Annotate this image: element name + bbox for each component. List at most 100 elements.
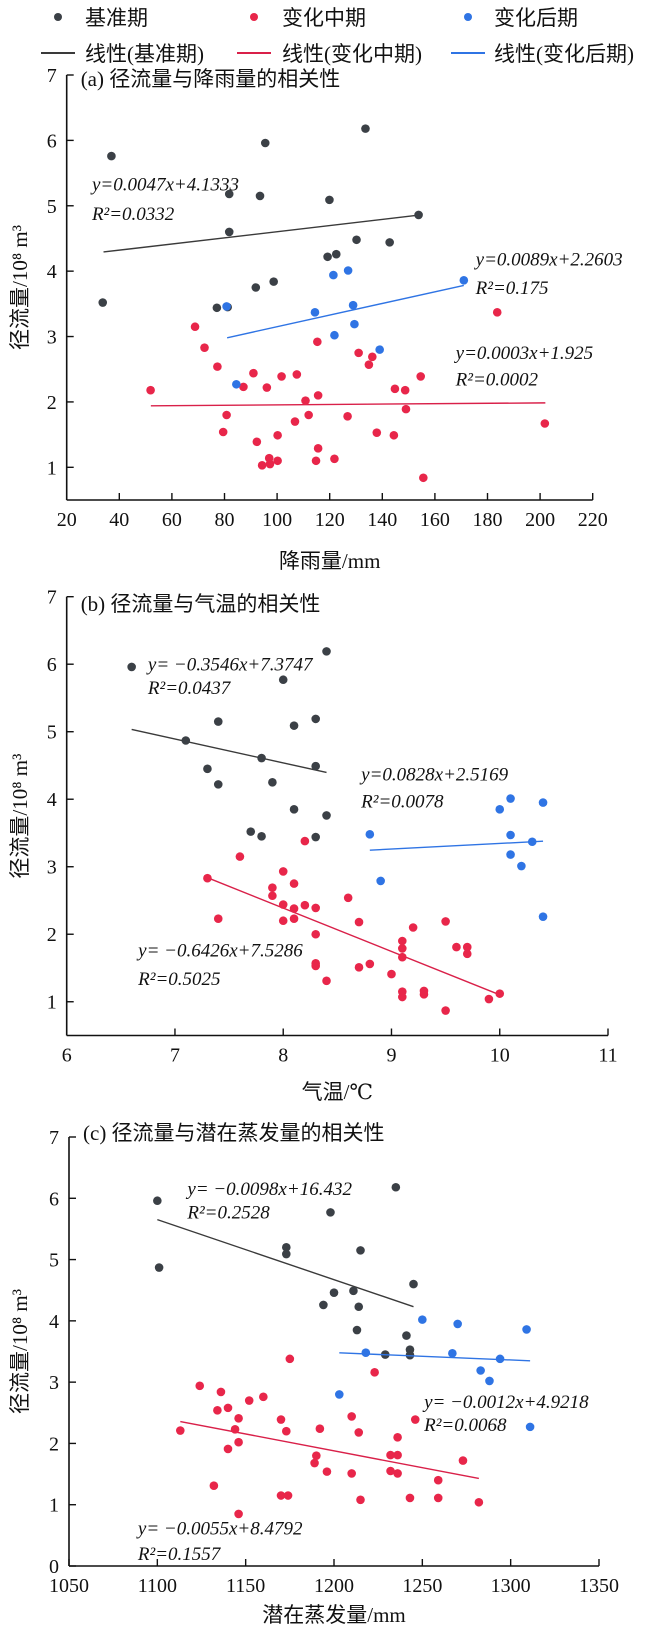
data-point-late — [522, 1325, 531, 1334]
data-point-mid — [300, 900, 310, 910]
data-point-mid — [492, 308, 502, 317]
y-tick-label: 1 — [47, 457, 57, 479]
data-point-base — [326, 1208, 335, 1217]
trendline-base — [131, 728, 327, 774]
data-point-mid — [393, 1469, 402, 1478]
data-point-base — [153, 1196, 162, 1206]
trendline-r2-base: R²=0.2528 — [186, 1203, 270, 1224]
y-tick-label: 3 — [47, 857, 57, 879]
data-point-base — [213, 717, 223, 726]
data-point-mid — [416, 372, 425, 381]
data-point-base — [282, 1243, 291, 1252]
data-point-mid — [235, 852, 245, 861]
data-point-base — [278, 675, 288, 685]
data-point-mid — [190, 322, 200, 332]
data-point-mid — [282, 1426, 291, 1436]
data-point-mid — [289, 914, 299, 924]
y-tick-label: 6 — [47, 130, 57, 152]
data-point-mid — [462, 949, 472, 959]
y-tick-label: 7 — [47, 65, 57, 87]
data-point-mid — [419, 990, 429, 999]
data-point-base — [282, 1249, 291, 1259]
data-point-base — [213, 780, 223, 789]
data-point-mid — [311, 903, 320, 913]
x-tick-label: 180 — [473, 509, 503, 531]
data-point-late — [329, 270, 338, 280]
legend-marker-base — [54, 13, 62, 21]
data-point-late — [330, 330, 339, 340]
series-base: y= −0.3546x+7.3747 R²=0.0437 — [127, 647, 331, 842]
x-axis-title: 潜在蒸发量/mm — [262, 1603, 406, 1627]
data-point-mid — [234, 1509, 243, 1519]
trendline-r2-late: R²=0.175 — [475, 278, 549, 299]
data-point-mid — [405, 1493, 415, 1503]
data-point-late — [538, 798, 548, 807]
data-point-mid — [343, 893, 353, 903]
legend-label: 线性(基准期) — [85, 42, 204, 66]
data-point-mid — [390, 384, 400, 394]
data-point-mid — [213, 362, 222, 371]
trendline-equation-late: y= −0.0012x+4.9218 — [422, 1392, 589, 1413]
trendline-mid — [207, 877, 501, 996]
data-point-mid — [433, 1493, 443, 1503]
data-point-mid — [249, 368, 258, 378]
data-point-base — [224, 189, 234, 199]
data-point-base — [409, 1279, 418, 1289]
data-point-base — [311, 761, 320, 771]
data-point-base — [289, 805, 299, 814]
data-point-mid — [292, 370, 302, 379]
data-point-mid — [278, 916, 288, 926]
data-point-mid — [278, 867, 288, 876]
data-point-mid — [408, 923, 418, 932]
data-point-base — [127, 662, 136, 672]
x-axis-title: 降雨量/mm — [279, 549, 381, 573]
data-point-mid — [222, 410, 231, 420]
data-point-base — [385, 238, 394, 247]
x-tick-label: 1150 — [226, 1575, 265, 1597]
data-point-mid — [495, 989, 505, 998]
data-point-mid — [393, 1450, 402, 1460]
y-tick-label: 3 — [47, 327, 57, 349]
data-point-base — [361, 124, 370, 133]
data-point-mid — [322, 976, 331, 986]
trendline-equation-base: y=0.0047x+4.1333 — [90, 175, 239, 196]
data-point-mid — [216, 1387, 226, 1397]
x-tick-label: 120 — [315, 509, 345, 531]
trendline-r2-base: R²=0.0332 — [91, 204, 175, 225]
data-point-mid — [368, 352, 377, 362]
data-point-mid — [433, 1475, 443, 1485]
data-point-base — [311, 832, 320, 842]
legend-item-base-line: 线性(基准期) — [41, 42, 204, 66]
data-point-mid — [370, 1368, 379, 1377]
data-point-mid — [441, 917, 450, 926]
y-tick-label: 4 — [47, 261, 57, 283]
data-point-late — [376, 876, 385, 886]
data-point-base — [257, 832, 266, 841]
data-point-mid — [268, 891, 277, 901]
data-point-base — [356, 1246, 365, 1255]
data-point-mid — [386, 1450, 395, 1460]
data-point-mid — [257, 461, 267, 470]
trendline-late — [226, 284, 464, 339]
data-point-late — [538, 912, 548, 921]
y-tick-label: 7 — [49, 1127, 59, 1149]
data-point-base — [391, 1182, 401, 1192]
data-point-base — [402, 1331, 411, 1340]
data-point-base — [154, 1263, 164, 1272]
y-tick-label: 6 — [49, 1188, 59, 1210]
data-point-mid — [176, 1426, 185, 1435]
data-point-late — [506, 794, 515, 803]
y-tick-label: 5 — [47, 722, 57, 744]
data-point-mid — [322, 1467, 332, 1476]
data-point-base — [257, 753, 266, 763]
data-point-late — [310, 308, 320, 317]
trendline-equation-late: y=0.0089x+2.2603 — [474, 249, 623, 270]
trendline-equation-mid: y= −0.0055x+8.4792 — [136, 1519, 303, 1540]
trendline-r2-mid: R²=0.0002 — [455, 370, 539, 391]
legend-label: 线性(变化中期) — [282, 42, 422, 66]
data-point-late — [459, 276, 469, 285]
data-point-base — [246, 827, 256, 836]
y-tick-label: 6 — [47, 654, 57, 676]
